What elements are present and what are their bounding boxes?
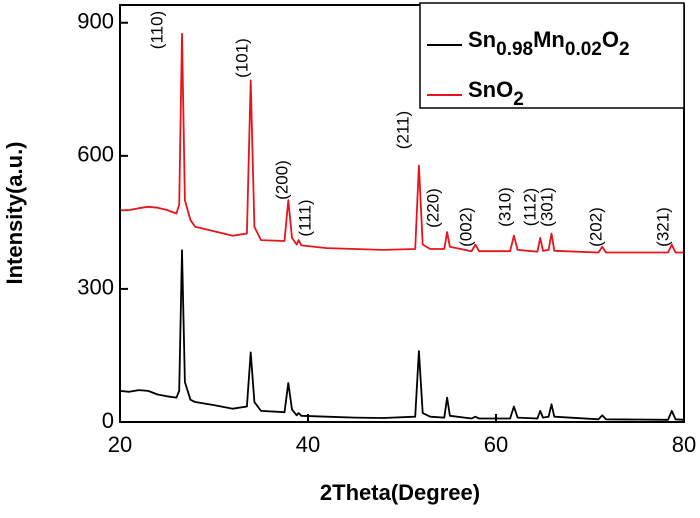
x-tick-label: 40 bbox=[296, 432, 320, 457]
peak-label: (002) bbox=[456, 207, 475, 247]
legend-text-part: O bbox=[602, 27, 619, 52]
y-tick-label: 0 bbox=[102, 408, 114, 433]
y-tick-label: 600 bbox=[77, 142, 114, 167]
legend-label: Sn0.98Mn0.02O2 bbox=[468, 27, 630, 60]
data-line bbox=[119, 32, 684, 254]
y-axis-title: Intensity(a.u.) bbox=[2, 141, 27, 284]
peak-label: (220) bbox=[423, 188, 442, 228]
data-line bbox=[119, 249, 685, 421]
legend-text-part: Mn bbox=[533, 27, 565, 52]
legend-text-part: SnO bbox=[468, 77, 513, 102]
y-tick-label: 900 bbox=[77, 9, 114, 34]
peak-label: (112) bbox=[520, 188, 539, 226]
peak-label: (211) bbox=[393, 111, 412, 149]
legend-box bbox=[419, 2, 685, 109]
plot-frame bbox=[119, 4, 685, 423]
legend-text-part: Sn bbox=[468, 27, 496, 52]
y-tick-label: 300 bbox=[77, 275, 114, 300]
legend-text-part: 2 bbox=[513, 89, 524, 110]
peak-label: (301) bbox=[537, 187, 556, 227]
peak-label: (111) bbox=[295, 199, 314, 236]
peak-label: (101) bbox=[232, 38, 251, 78]
peak-label: (200) bbox=[272, 160, 291, 200]
x-tick-label: 20 bbox=[108, 432, 132, 457]
legend-text-part: 2 bbox=[619, 39, 630, 60]
x-tick-label: 60 bbox=[484, 432, 508, 457]
x-tick-label: 80 bbox=[672, 432, 696, 457]
peak-label: (321) bbox=[653, 207, 672, 247]
peak-label: (202) bbox=[586, 207, 605, 247]
legend-text-part: 0.98 bbox=[496, 39, 533, 60]
peak-label: (310) bbox=[495, 187, 514, 227]
peak-label: (110) bbox=[147, 11, 166, 49]
legend-text-part: 0.02 bbox=[565, 39, 602, 60]
x-axis-title: 2Theta(Degree) bbox=[320, 480, 480, 505]
legend-label: SnO2 bbox=[468, 77, 524, 110]
